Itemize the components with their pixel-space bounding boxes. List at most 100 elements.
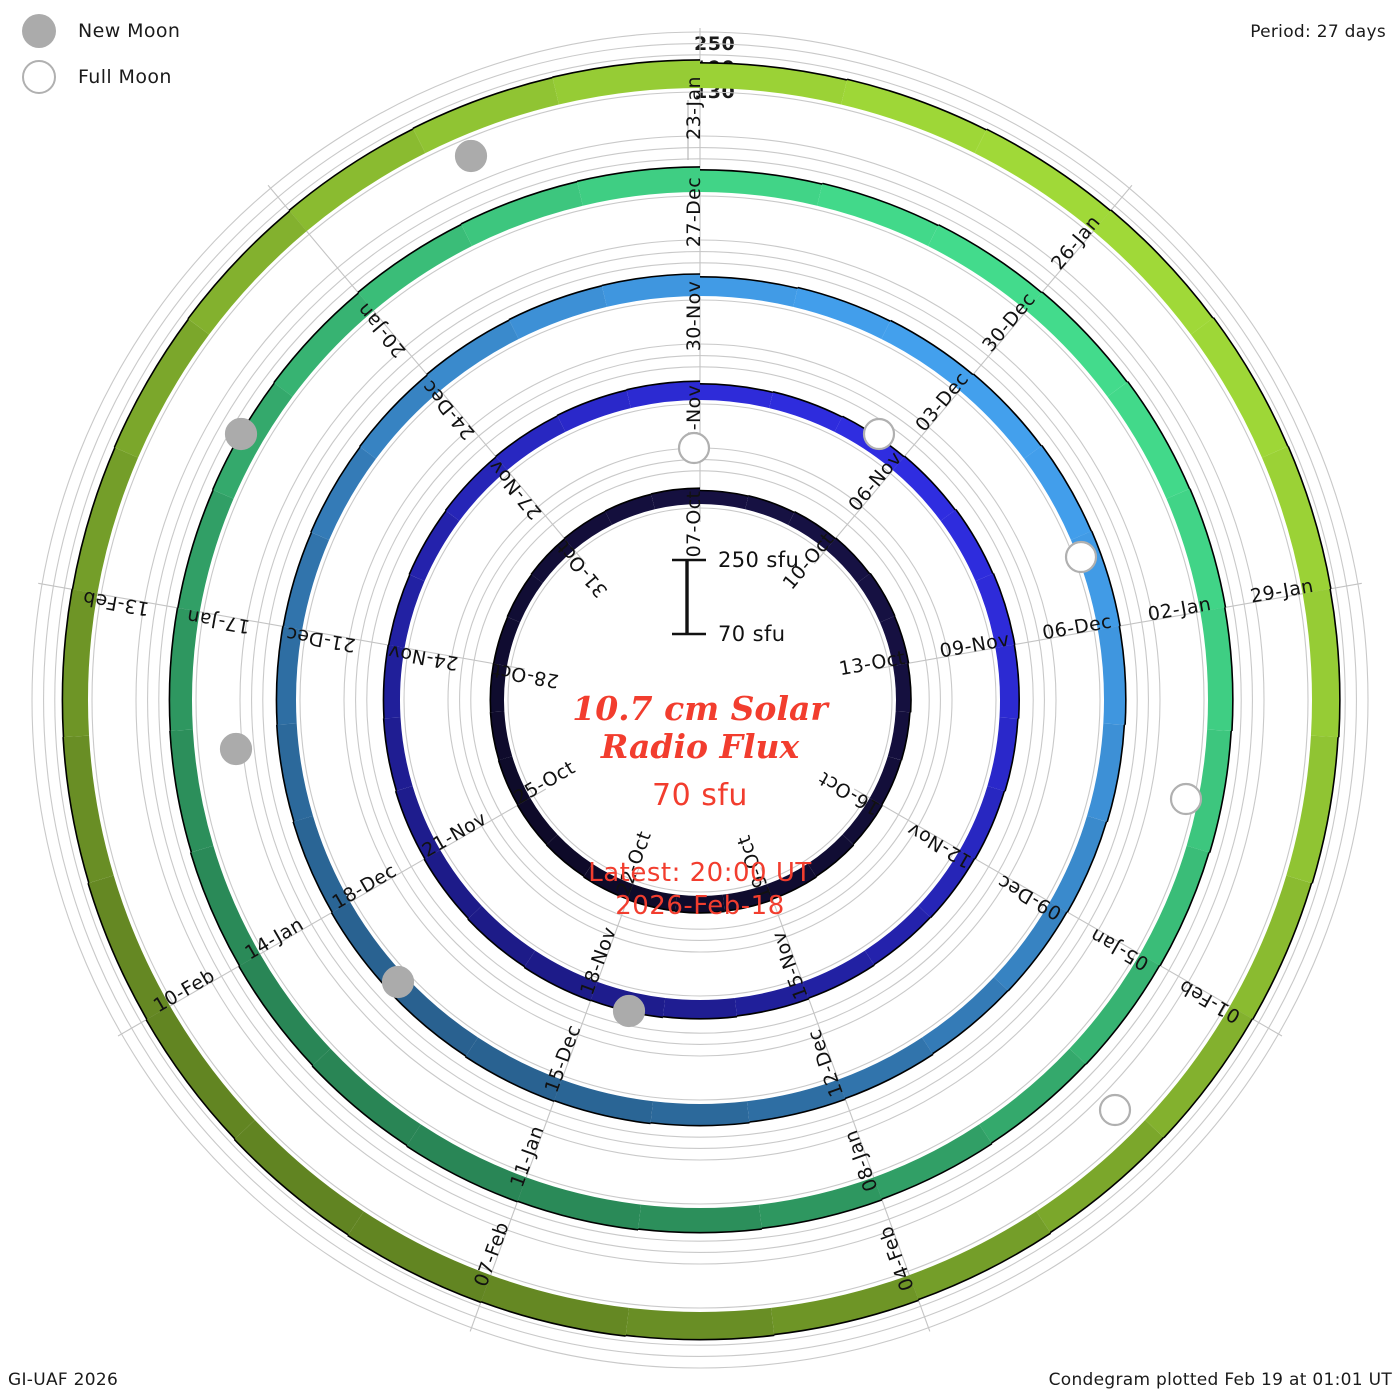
flux-sector [940,509,993,582]
new-moon-marker [612,994,646,1028]
flux-sector [700,383,773,409]
flux-sector [1145,1006,1253,1138]
flux-sector [1049,815,1107,913]
new-moon-marker [224,417,258,451]
flux-sector [959,786,1005,859]
flux-sector [769,391,843,432]
flux-sector [276,723,313,822]
flux-sector [517,798,558,845]
flux-sector [1036,1119,1164,1233]
flux-sector [807,834,854,877]
flux-sector [310,446,376,540]
flux-sector [508,285,607,339]
flux-sector [1024,445,1092,540]
flux-sector [1286,735,1339,884]
spoke-date-label: 24-Dec [418,376,480,444]
flux-sector [577,166,700,206]
full-moon-icon [22,60,56,94]
flux-sector [700,62,847,105]
flux-sector [1097,626,1126,725]
flux-sector [88,875,170,1020]
flux-sector [881,320,973,391]
flux-sector [700,276,798,307]
flux-sector [857,573,895,623]
flux-sector [979,1048,1086,1144]
flux-sector [389,977,478,1057]
spoke-date-label: 27-Dec [683,177,705,247]
flux-sector [493,617,521,666]
spoke-date-label: 07-Feb [470,1219,514,1290]
flux-sector [177,489,234,612]
flux-sector [959,374,1042,459]
flux-sector [312,1048,421,1146]
flux-sector [700,169,823,206]
flux-rings [61,59,1341,1341]
flux-sector [388,574,425,648]
spoke-date-label: 27-Nov [484,455,546,523]
flux-sector [771,1275,919,1335]
flux-sector [842,798,883,845]
flux-sector [1186,729,1232,853]
spoke-date-label: 20-Jan [353,299,411,362]
spoke-date-label: 12-Dec [803,1026,848,1099]
flux-sector [987,717,1018,792]
flux-sector [114,319,210,458]
legend-label-full-moon: Full Moon [78,66,172,88]
flux-sector [838,1037,934,1099]
spoke-date-label: 18-Nov [576,924,621,998]
spoke-date-label: 06-Nov [844,448,906,516]
flux-sector [169,729,214,853]
flux-sector [359,374,441,459]
flux-sector [927,224,1042,311]
flux-sector [1069,954,1160,1065]
flux-sector [531,538,575,583]
new-moon-marker [454,139,488,173]
new-moon-marker [381,965,415,999]
flux-sector [383,645,405,719]
flux-sector [793,287,891,339]
new-moon-marker [219,732,253,766]
flux-sector [426,320,519,391]
flux-sector [460,181,583,247]
flux-sector [841,79,987,154]
spoke-date-label: 04-Feb [875,1223,919,1294]
full-moon-marker [1064,540,1098,574]
flux-sector [601,273,700,307]
flux-sector [626,381,700,409]
flux-sector [187,210,307,335]
flux-sector [564,511,613,550]
flux-sector [445,456,508,521]
flux-sector [1302,588,1340,738]
flux-sector [72,447,139,594]
flux-sector [276,626,303,725]
flux-sector [993,902,1067,991]
flux-sector [787,511,836,550]
new-moon-icon [22,14,56,48]
flux-sector [734,981,809,1016]
flux-sector [758,1177,882,1229]
flux-sector [722,884,773,912]
moon-legend: New Moon Full Moon [22,8,180,100]
flux-sector [746,1079,846,1123]
full-moon-marker [862,417,896,451]
spoke-date-label: 23-Jan [683,76,705,140]
flux-sector [700,490,749,510]
flux-sector [465,1037,562,1102]
flux-sector [1166,488,1226,612]
spoke-date-label: 11-Jan [506,1123,548,1190]
flux-sector [892,456,956,521]
spoke-date-label: 08-Jan [840,1127,882,1194]
flux-sector [893,663,912,713]
scale-bar [672,558,706,636]
flux-sector [554,1079,654,1124]
flux-sector [1087,723,1125,822]
flux-sector [409,510,460,582]
flux-sector [467,905,536,967]
flux-sector [767,863,817,900]
flux-sector [347,1211,491,1303]
flux-sector [873,1124,992,1200]
flux-sector [383,717,413,791]
spoke-date-label: 30-Dec [978,288,1040,356]
flux-sector [802,950,875,999]
